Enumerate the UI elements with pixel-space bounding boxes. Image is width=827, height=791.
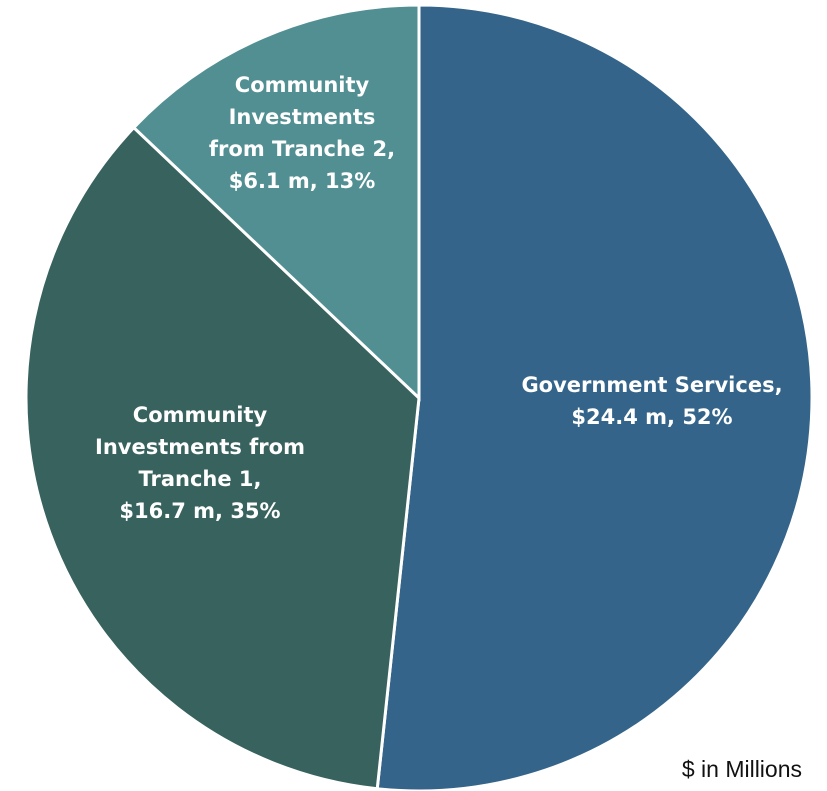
slice-label-line: Investments from (95, 435, 305, 459)
slice-label-line: Community (133, 403, 268, 427)
pie-slice (24, 125, 421, 791)
slice-label: Community Investments from Tranche 2, $6.1 … (209, 73, 395, 193)
pie-slice (375, 3, 814, 791)
slice-label-line: Investments (229, 105, 376, 129)
slice-label-line: $6.1 m, 13% (229, 169, 376, 193)
slice-label-line: $16.7 m, 35% (119, 499, 280, 523)
unit-note: $ in Millions (681, 756, 802, 782)
slice-label: Government Services, $24.4 m, 52% (521, 373, 782, 429)
slice-label: Community Investments from Tranche 1, $16.7… (95, 403, 305, 523)
slice-label-line: $24.4 m, 52% (571, 405, 732, 429)
pie-slice (131, 3, 421, 402)
slice-label-line: from Tranche 2, (209, 137, 395, 161)
slice-label-line: Tranche 1, (138, 467, 261, 491)
slice-label-line: Government Services, (521, 373, 782, 397)
slice-label-line: Community (235, 73, 370, 97)
